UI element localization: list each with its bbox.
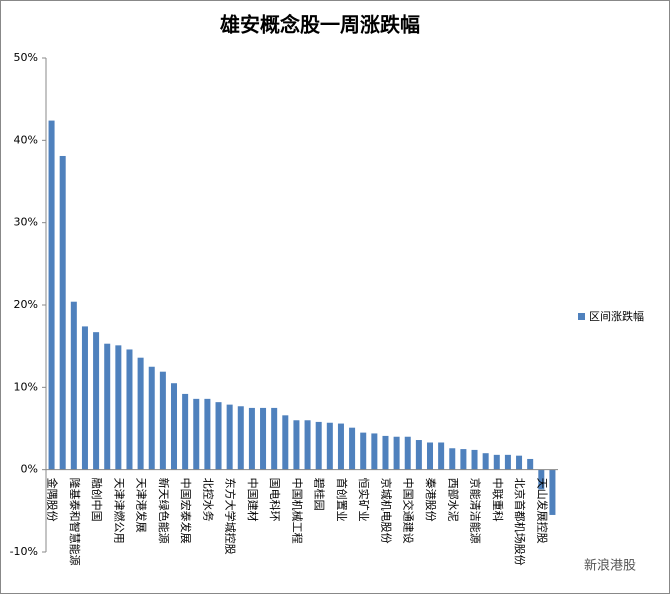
x-tick-label: 恒实矿业 [357, 478, 371, 522]
x-tick-label: 隆基泰和智慧能源 [68, 478, 82, 566]
x-tick-label: 新天绿色能源 [157, 478, 171, 544]
bar [549, 469, 556, 515]
bar [371, 433, 378, 470]
bar [382, 435, 389, 470]
bar [326, 422, 333, 470]
legend-swatch [578, 313, 585, 320]
bar [81, 326, 88, 470]
bar [516, 455, 523, 470]
x-tick-label: 东方大学城控股 [224, 478, 238, 555]
bar [126, 349, 133, 470]
x-tick-label: 秦港股份 [424, 478, 438, 522]
bar [393, 436, 400, 470]
bar [104, 343, 111, 470]
bar [426, 442, 434, 470]
chart-title: 雄安概念股一周涨跌幅 [219, 13, 420, 37]
x-tick-label: 北控水务 [201, 478, 215, 522]
bar [260, 407, 267, 470]
bar [482, 453, 489, 470]
x-tick-label: 京城机电股份 [379, 478, 393, 544]
x-tick-label: 融创中国 [90, 478, 103, 522]
bar [438, 442, 445, 470]
x-tick-label: 金隅股份 [46, 478, 60, 522]
bar [204, 398, 211, 470]
y-tick-label: 30% [14, 216, 38, 229]
bar [315, 421, 322, 470]
bar [59, 155, 66, 470]
bar [460, 449, 467, 470]
bar [504, 454, 511, 470]
bar [449, 448, 456, 470]
x-tick-label: 西部水泥 [446, 478, 460, 522]
x-tick-label: 首创置业 [335, 478, 349, 522]
x-tick-label: 中国建材 [246, 478, 260, 522]
bar [471, 449, 478, 470]
y-tick-label: 40% [14, 133, 38, 146]
bar [493, 454, 500, 470]
bar [148, 366, 155, 470]
y-tick-label: 0% [21, 463, 38, 476]
bar [70, 301, 77, 470]
bar [226, 404, 233, 470]
bar [271, 407, 278, 470]
bar [538, 469, 545, 490]
bar [293, 420, 300, 470]
x-tick-label: 北京首都机场股份 [513, 478, 527, 566]
bar [337, 423, 344, 470]
x-tick-label: 碧桂园 [313, 478, 327, 511]
x-tick-label: 天津港发展 [135, 478, 149, 533]
bar [159, 371, 166, 470]
bar [115, 345, 122, 470]
bar [182, 393, 189, 470]
bar [237, 406, 244, 470]
bar [170, 383, 178, 470]
bar [527, 458, 534, 470]
bar [215, 402, 222, 470]
bar [282, 415, 289, 470]
bar [404, 436, 411, 470]
bar [360, 432, 367, 470]
x-tick-label: 中国宏泰发展 [179, 478, 193, 544]
x-tick-label: 天津津燃公用 [112, 478, 126, 544]
y-tick-label: 20% [14, 298, 38, 311]
x-tick-label: 中国交通建设 [402, 478, 416, 544]
x-tick-label: 中联重科 [491, 478, 505, 522]
bar [48, 120, 55, 470]
x-tick-label: 京能清洁能源 [469, 478, 483, 544]
bar [137, 357, 144, 470]
bar [193, 398, 200, 470]
bar [349, 427, 356, 470]
x-tick-label: 天山发展控股 [535, 478, 549, 544]
x-tick-label: 中国机械工程 [290, 478, 304, 544]
y-tick-label: 50% [14, 51, 38, 64]
bar [248, 407, 255, 470]
legend-label: 区间涨跌幅 [589, 309, 644, 323]
bar [415, 440, 422, 470]
bar [93, 332, 100, 470]
bar [304, 420, 311, 470]
y-tick-label: 10% [14, 380, 38, 393]
x-tick-label: 国电科环 [268, 478, 282, 522]
y-tick-label: -10% [10, 545, 38, 558]
watermark: 新浪港股 [584, 558, 636, 574]
